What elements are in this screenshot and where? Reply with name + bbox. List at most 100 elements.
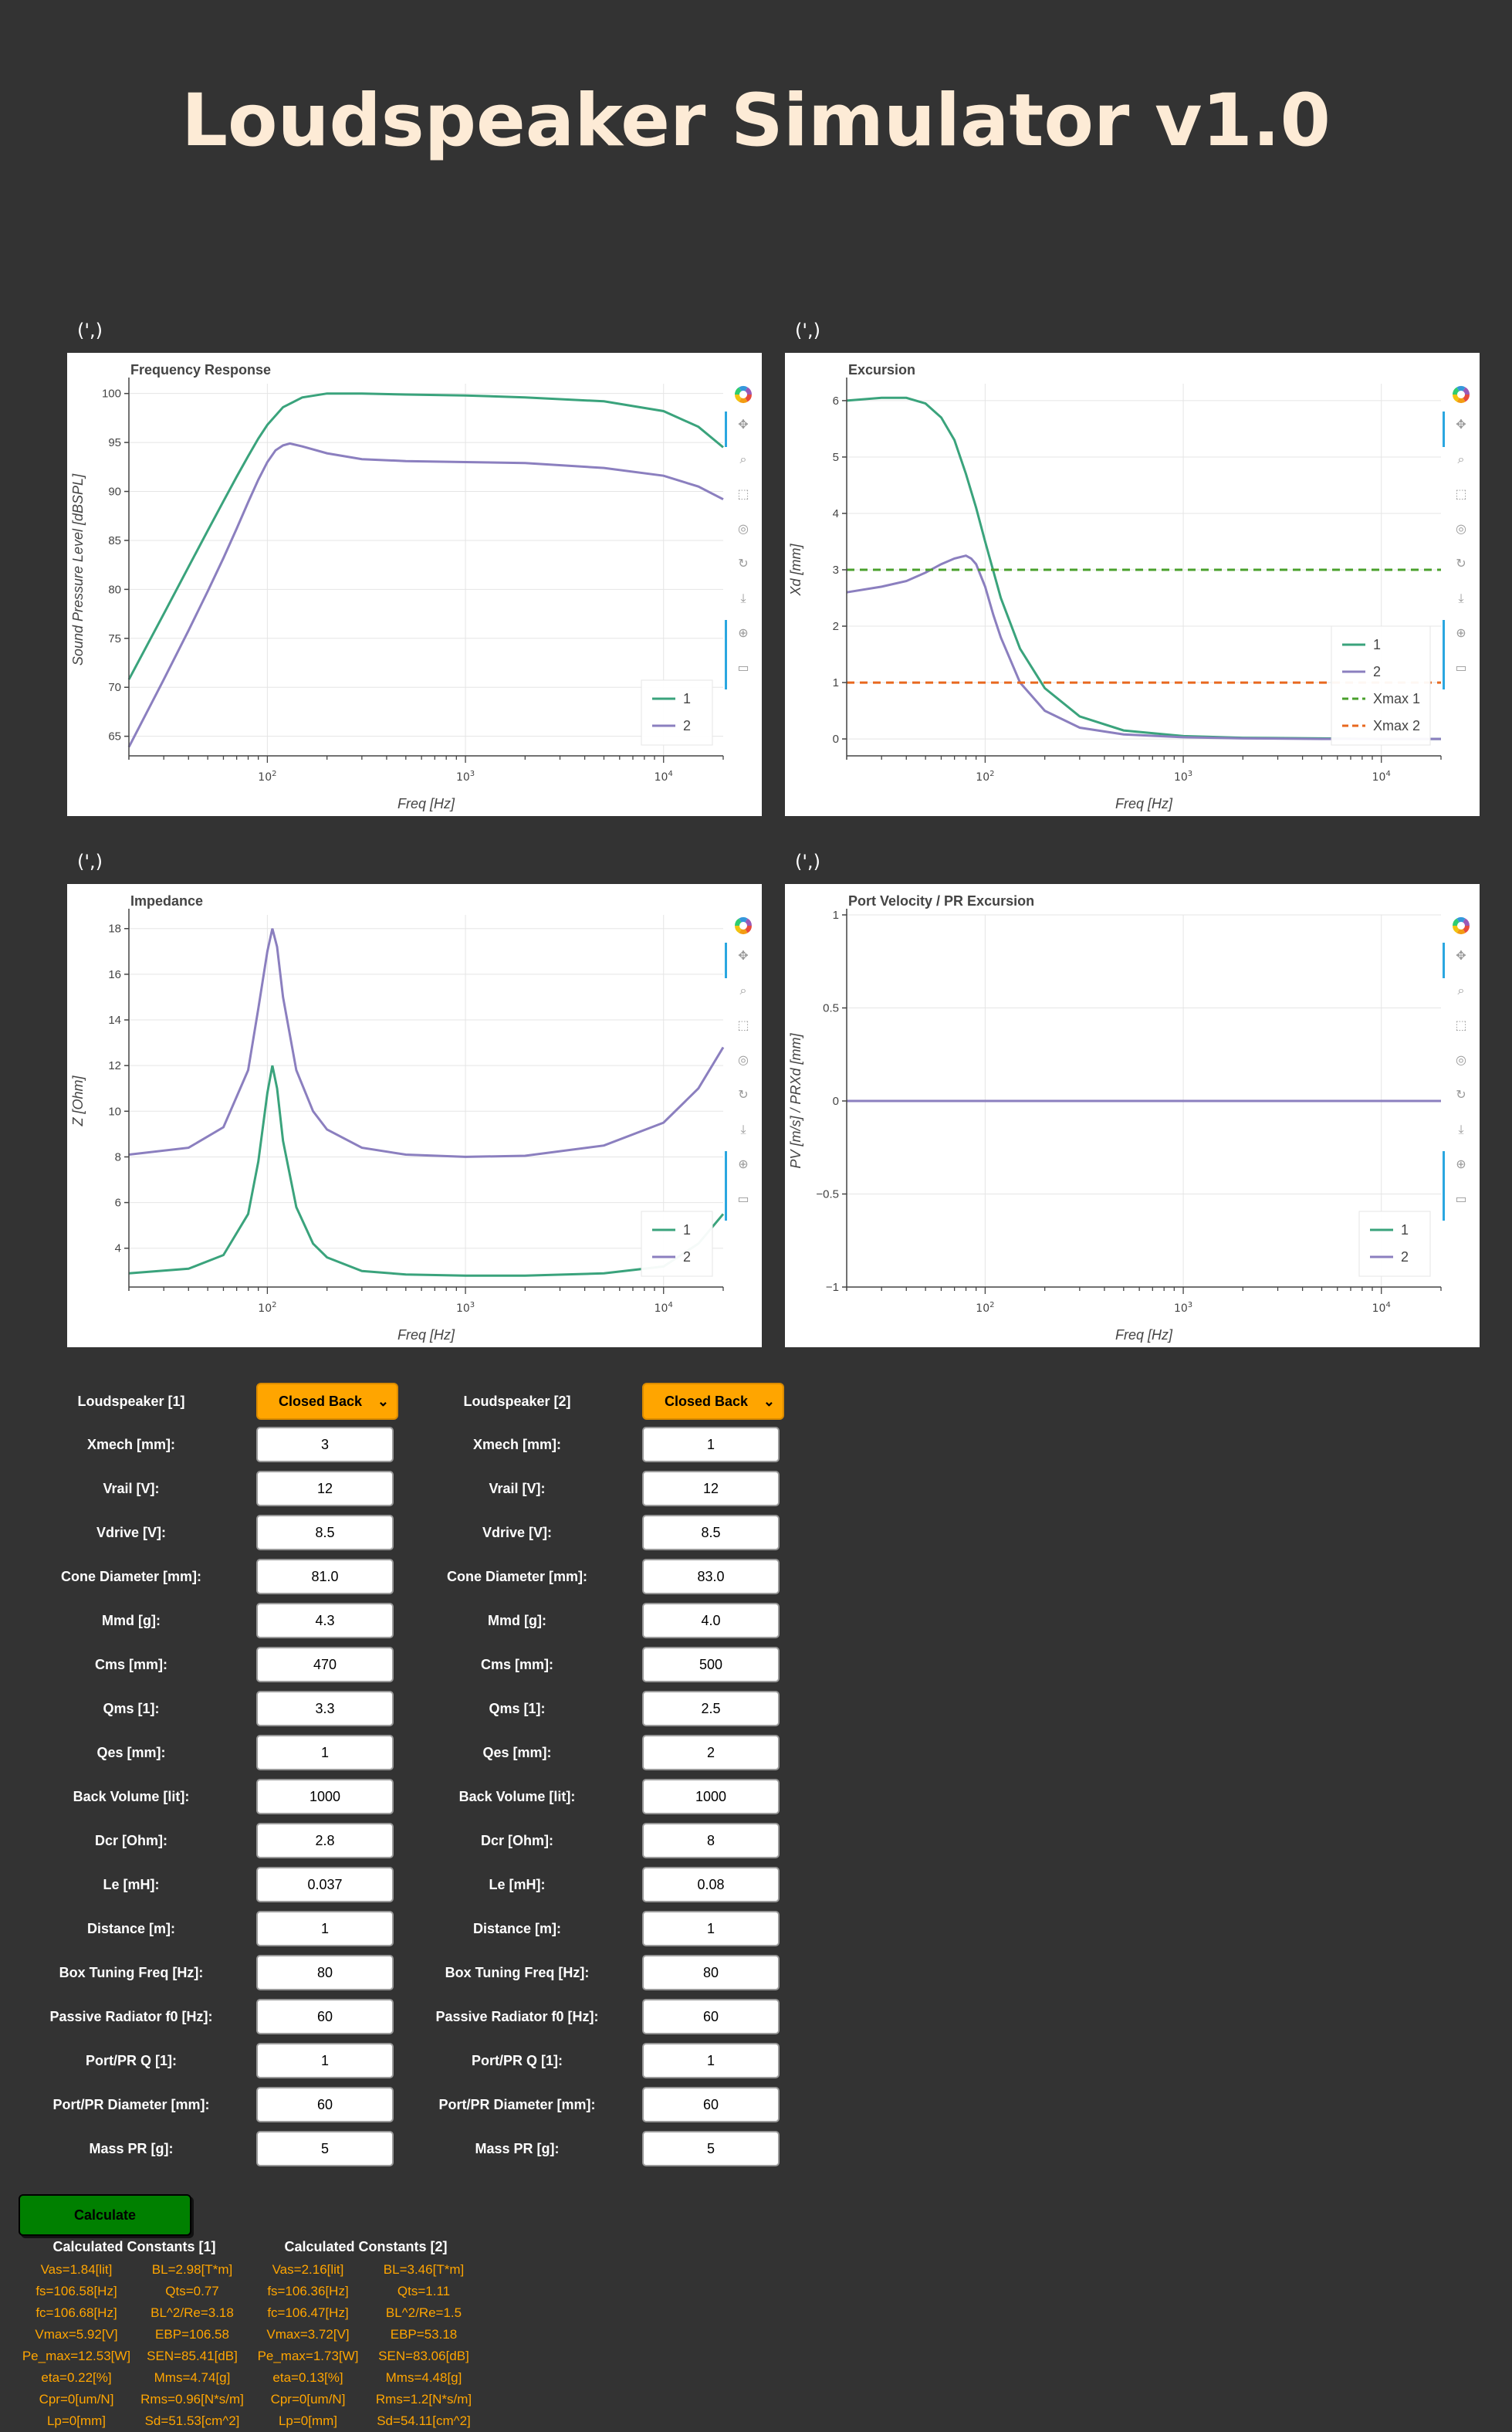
reset-icon[interactable]: ↻ [738,556,748,571]
legend-label[interactable]: 1 [683,1222,691,1238]
param-input-2[interactable] [642,1911,780,1946]
box-select-icon[interactable]: ⬚ [737,1018,749,1032]
chart-svg[interactable]: Excursion 0 1 2 3 4 5 6 102 103 104 Freq [Hz] Xd [mm… [785,353,1480,816]
legend-label[interactable]: 1 [683,691,691,706]
param-input-1[interactable] [256,1691,394,1726]
param-input-1[interactable] [256,1559,394,1594]
x-tick-label: 103 [456,1301,475,1315]
param-input-2[interactable] [642,1867,780,1902]
param-input-1[interactable] [256,2087,394,2122]
param-input-2[interactable] [642,1559,780,1594]
box-zoom-icon[interactable]: ⌕ [1458,452,1465,466]
plot-toolbar: ✥ ⌕ ⬚ ◎ ↻ ⤓ ⊕ ▭ [725,386,752,689]
loudspeaker-1-type-value: Closed Back [278,1394,363,1409]
loudspeaker-2-type-select[interactable]: Closed Back ⌄ [642,1383,784,1420]
reset-icon[interactable]: ↻ [1456,556,1466,571]
plot-1[interactable]: Excursion 0 1 2 3 4 5 6 102 103 104 Freq [Hz] Xd [mm… [785,353,1480,816]
param-input-2[interactable] [642,1735,780,1770]
param-input-2[interactable] [642,1691,780,1726]
legend-label[interactable]: 1 [1401,1222,1409,1238]
constant-value: Rms=0.96[N*s/m] [140,2392,244,2407]
legend-label[interactable]: 2 [1373,664,1381,679]
legend-label[interactable]: 2 [683,718,691,733]
legend-label[interactable]: 2 [1401,1249,1409,1265]
chevron-down-icon: ⌄ [763,1394,775,1409]
plot-2[interactable]: Impedance 4 6 8 10 12 14 16 18 102 103 104 Freq [Hz]… [67,884,762,1347]
box-select-icon[interactable]: ⬚ [1455,486,1466,501]
plot-0[interactable]: Frequency Response 65 70 75 80 85 90 95 100 102 10… [67,353,762,816]
param-input-2[interactable] [642,1471,780,1506]
param-input-1[interactable] [256,2131,394,2166]
box-zoom-icon[interactable]: ⌕ [1458,983,1465,998]
param-input-1[interactable] [256,1603,394,1638]
comment-icon[interactable]: ▭ [1455,1191,1466,1206]
param-input-2[interactable] [642,1955,780,1990]
comment-icon[interactable]: ▭ [737,660,749,675]
param-input-2[interactable] [642,1779,780,1814]
param-input-2[interactable] [642,1515,780,1550]
param-input-2[interactable] [642,1603,780,1638]
bokeh-logo-icon[interactable] [735,386,752,403]
chart-svg[interactable]: Frequency Response 65 70 75 80 85 90 95 100 102 10… [67,353,762,816]
y-tick-label: 0 [833,1095,839,1108]
legend-label[interactable]: 1 [1373,637,1381,652]
param-input-2[interactable] [642,1999,780,2034]
hover-icon[interactable]: ⊕ [738,625,748,640]
param-input-1[interactable] [256,1999,394,2034]
save-icon[interactable]: ⤓ [740,591,746,605]
param-input-1[interactable] [256,1867,394,1902]
save-icon[interactable]: ⤓ [740,1122,746,1136]
legend-label[interactable]: Xmax 2 [1373,718,1420,733]
comment-icon[interactable]: ▭ [1455,660,1466,675]
pan-icon[interactable]: ✥ [738,948,748,963]
param-input-2[interactable] [642,1427,780,1462]
legend-label[interactable]: Xmax 1 [1373,691,1420,706]
reset-icon[interactable]: ↻ [738,1087,748,1102]
reset-icon[interactable]: ↻ [1456,1087,1466,1102]
legend-label[interactable]: 2 [683,1249,691,1265]
calculate-button[interactable]: Calculate [19,2194,191,2236]
param-input-1[interactable] [256,1779,394,1814]
constant-value: Pe_max=1.73[W] [257,2349,359,2363]
param-input-2[interactable] [642,2043,780,2078]
param-input-2[interactable] [642,1647,780,1682]
param-input-2[interactable] [642,2131,780,2166]
bokeh-logo-icon[interactable] [735,917,752,934]
chart-svg[interactable]: Port Velocity / PR Excursion−1−0.500.511… [785,884,1480,1347]
param-input-1[interactable] [256,1647,394,1682]
pan-icon[interactable]: ✥ [738,417,748,432]
hover-icon[interactable]: ⊕ [738,1157,748,1171]
pan-icon[interactable]: ✥ [1456,417,1466,432]
param-input-1[interactable] [256,1471,394,1506]
param-input-1[interactable] [256,1515,394,1550]
bokeh-logo-icon[interactable] [1453,386,1470,403]
wheel-zoom-icon[interactable]: ◎ [1456,521,1466,536]
hover-icon[interactable]: ⊕ [1456,1157,1466,1171]
box-zoom-icon[interactable]: ⌕ [740,452,747,466]
wheel-zoom-icon[interactable]: ◎ [738,521,749,536]
param-input-2[interactable] [642,2087,780,2122]
hover-icon[interactable]: ⊕ [1456,625,1466,640]
wheel-zoom-icon[interactable]: ◎ [1456,1052,1466,1067]
box-zoom-icon[interactable]: ⌕ [740,983,747,998]
save-icon[interactable]: ⤓ [1458,1122,1463,1136]
param-input-1[interactable] [256,2043,394,2078]
param-input-1[interactable] [256,1735,394,1770]
param-input-1[interactable] [256,1823,394,1858]
bokeh-logo-icon[interactable] [1453,917,1470,934]
box-select-icon[interactable]: ⬚ [737,486,749,501]
plot-3[interactable]: Port Velocity / PR Excursion −1 −0.5 0 0.5 1 1… [785,884,1480,1347]
param-input-2[interactable] [642,1823,780,1858]
param-input-1[interactable] [256,1427,394,1462]
param-input-1[interactable] [256,1911,394,1946]
wheel-zoom-icon[interactable]: ◎ [738,1052,749,1067]
pan-icon[interactable]: ✥ [1456,948,1466,963]
plot-caption: (',) [795,851,820,872]
save-icon[interactable]: ⤓ [1458,591,1463,605]
box-select-icon[interactable]: ⬚ [1455,1018,1466,1032]
loudspeaker-1-type-select[interactable]: Closed Back ⌄ [256,1383,398,1420]
param-label-2: Vrail [V]: [489,1481,546,1496]
comment-icon[interactable]: ▭ [737,1191,749,1206]
param-input-1[interactable] [256,1955,394,1990]
